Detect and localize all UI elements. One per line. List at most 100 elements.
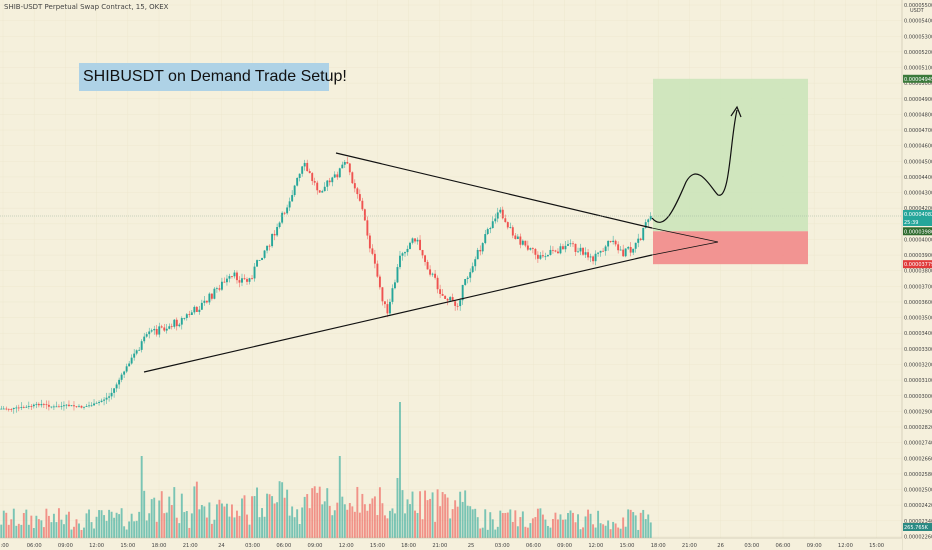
candle-body [283, 212, 286, 214]
volume-bar [37, 519, 40, 538]
candle-body [491, 221, 494, 229]
volume-bar [30, 515, 33, 538]
candle-body [253, 266, 256, 279]
time-tick: 06:00 [526, 543, 541, 549]
volume-bar [200, 505, 203, 538]
candle-body [190, 312, 193, 315]
volume-bar [220, 503, 223, 538]
candle-body [388, 301, 391, 314]
candle-body [195, 306, 198, 312]
candle-body [158, 326, 161, 335]
candle-body [436, 277, 439, 290]
volume-bar [195, 481, 198, 538]
candle-body [62, 405, 65, 407]
volume-bar [296, 509, 299, 538]
volume-bar [238, 515, 241, 538]
volume-bar [2, 510, 5, 538]
candle-body [78, 405, 80, 407]
candle-body [524, 240, 527, 246]
time-axis[interactable] [0, 538, 902, 550]
candle-body [113, 388, 116, 393]
volume-bar [25, 509, 28, 538]
price-tick: 0.00004400 [904, 175, 932, 181]
candle-body [5, 408, 8, 410]
price-tick: 0.00004700 [904, 128, 932, 134]
volume-bar [326, 488, 329, 538]
volume-bar [118, 514, 121, 538]
candle-body [15, 407, 18, 409]
volume-bar [78, 523, 80, 538]
candle-body [609, 240, 612, 242]
price-tick: 0.00003200 [904, 362, 932, 368]
volume-bar [627, 509, 630, 538]
price-axis[interactable] [902, 0, 932, 550]
candle-body [391, 288, 394, 302]
candle-body [70, 405, 73, 407]
volume-bar [481, 527, 484, 538]
time-tick: 25 [468, 543, 475, 549]
candle-body [32, 404, 35, 407]
candle-body [529, 248, 532, 250]
candle-body [434, 273, 437, 278]
volume-bar [582, 527, 584, 538]
time-tick: 15:00 [620, 543, 635, 549]
candle-body [526, 245, 529, 250]
price-tick: 0.00004900 [904, 97, 932, 103]
volume-bar [597, 510, 600, 538]
candle-body [539, 255, 542, 259]
volume-bar [160, 491, 163, 538]
volume-bar [577, 514, 579, 538]
candle-body [50, 406, 53, 408]
candle-body [198, 309, 201, 312]
volume-bar [163, 513, 166, 538]
volume-bar [52, 513, 55, 538]
volume-bar [145, 520, 148, 538]
candle-body [125, 366, 128, 372]
volume-bar [165, 512, 168, 538]
volume-bar [241, 498, 243, 538]
price-tick: 0.00003400 [904, 331, 932, 337]
volume-bar [103, 515, 106, 538]
candle-body [584, 252, 587, 255]
candle-body [20, 407, 23, 408]
candle-body [371, 248, 374, 254]
volume-bar [341, 496, 344, 538]
time-tick: 15:00 [120, 543, 135, 549]
time-tick: 18:00 [152, 543, 167, 549]
volume-bar [484, 509, 487, 538]
volume-bar [373, 496, 376, 538]
candle-body [123, 371, 126, 375]
candle-body [10, 409, 13, 410]
candle-body [554, 250, 557, 252]
volume-bar [60, 519, 63, 538]
volume-bar [233, 517, 236, 538]
volume-bar [70, 529, 73, 538]
volume-bar [35, 515, 38, 538]
volume-bar [7, 524, 10, 538]
candle-body [421, 250, 424, 256]
candle-body [489, 228, 492, 230]
volume-bar [534, 517, 537, 538]
annotation-title[interactable]: SHIBUSDT on Demand Trade Setup! [79, 63, 347, 91]
volume-bar [47, 515, 50, 538]
volume-bar [446, 497, 449, 538]
volume-bar [15, 525, 18, 538]
volume-bar [95, 516, 98, 538]
volume-bar [278, 481, 281, 538]
price-tick: 0.00003900 [904, 253, 932, 259]
volume-bar [57, 508, 60, 538]
volume-bar [188, 527, 191, 538]
volume-bar [175, 517, 178, 538]
candle-body [564, 245, 567, 250]
candle-body [313, 181, 316, 183]
volume-bar [155, 521, 158, 538]
candle-body [424, 255, 427, 262]
candle-body [647, 219, 650, 223]
candle-body [627, 247, 630, 249]
candle-body [404, 252, 406, 254]
price-tick: 0.00005100 [904, 66, 932, 72]
candle-body [501, 209, 504, 219]
candle-body [57, 406, 60, 408]
price-tick: 0.00003700 [904, 284, 932, 290]
